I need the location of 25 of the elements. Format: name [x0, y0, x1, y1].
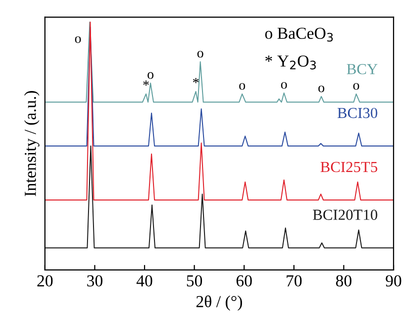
annotation: o [353, 83, 360, 90]
series-label: BCI30 [338, 108, 378, 118]
x-tick-label: 70 [286, 275, 302, 286]
x-tick-label: 80 [336, 275, 352, 286]
x-tick-label: 40 [136, 275, 152, 286]
annotation: o [281, 82, 287, 89]
x-tick-label: 20 [37, 275, 53, 286]
annotation: * [143, 80, 149, 86]
series-label: BCI20T10 [312, 210, 378, 220]
x-tick-label: 50 [186, 275, 202, 286]
annotation: * [193, 78, 199, 84]
annotation: o [318, 86, 324, 92]
x-tick-label: 60 [236, 275, 252, 286]
annotation: o [197, 50, 204, 58]
annotation: o [75, 36, 81, 44]
x-tick-label: 30 [87, 275, 102, 286]
x-axis-title: 2θ / (°) [196, 295, 242, 311]
annotation: o [239, 83, 246, 90]
series-label: BCY [346, 64, 378, 74]
x-tick-label: 90 [386, 275, 402, 286]
annotation: o [148, 72, 154, 79]
series-label: BCI25T5 [320, 162, 378, 172]
annotation: * Y$_{2}$O$_{3}$ [265, 56, 316, 70]
y-axis-title: Intensity / (a.u.) [24, 91, 40, 196]
annotation: o BaCeO$_{3}$ [265, 28, 333, 42]
